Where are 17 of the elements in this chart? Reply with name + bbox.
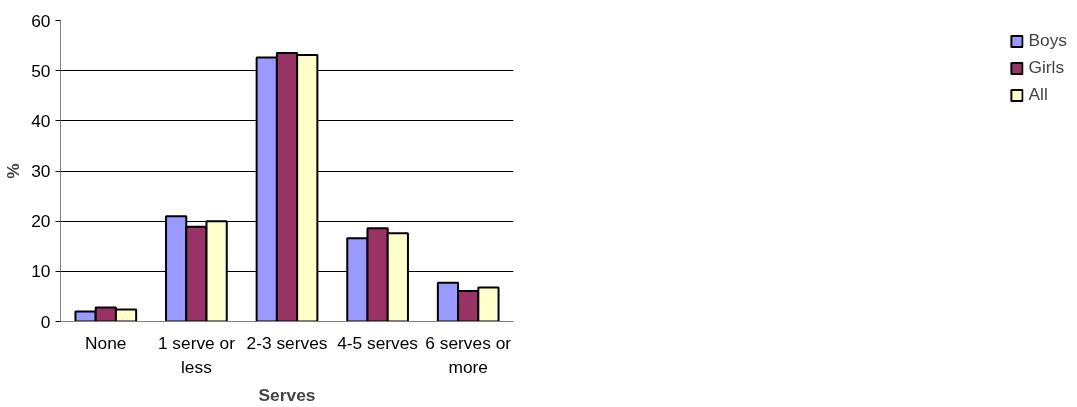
y-tick-label: 60 [31,10,51,31]
legend-label: Girls [1028,57,1065,78]
x-tick-label: 4-5 serves [337,332,419,353]
y-tick-label: 50 [31,60,51,81]
y-tick-label: 10 [31,261,51,282]
y-tick-label: 30 [31,161,51,181]
y-tick-label: 40 [31,110,51,131]
x-axis-title: Serves [258,384,316,405]
y-tick-label: 0 [40,311,51,332]
legend-label: All [1028,84,1049,105]
x-tick-label: 6 serves or more [425,332,512,377]
y-axis-title: % [3,163,24,179]
x-tick-label: None [85,332,127,353]
legend-label: Boys [1028,30,1067,51]
x-tick-label: 2-3 serves [246,332,328,353]
y-tick-label: 20 [31,211,51,232]
x-tick-label: 1 serve or less [157,332,236,377]
